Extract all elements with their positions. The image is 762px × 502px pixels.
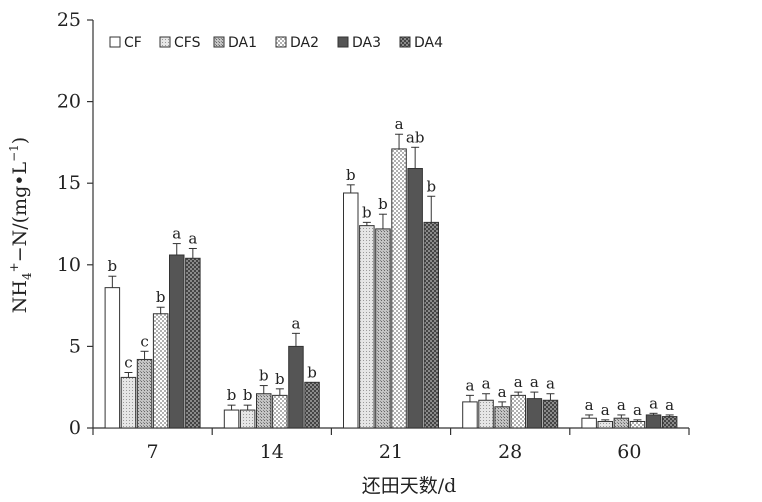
bar-da4-day-7	[185, 257, 201, 429]
bar-da2-day-60	[629, 420, 646, 429]
bar-da1-day-28	[494, 406, 510, 429]
bar-da3-day-14	[288, 345, 304, 429]
significance-label: b	[227, 386, 237, 404]
legend-swatch-da3	[337, 36, 349, 48]
bar-da1-day-14	[256, 393, 272, 429]
significance-label: b	[346, 166, 356, 184]
x-axis-title: 还田天数/d	[362, 475, 457, 497]
x-axis: 7 14 21 28 60	[92, 427, 690, 463]
significance-label: a	[172, 225, 181, 243]
bar-cf-day-7	[104, 287, 121, 429]
legend-label-da2: DA2	[290, 35, 319, 51]
significance-label: b	[243, 386, 253, 404]
legend-swatch-cf	[109, 36, 121, 48]
significance-label: a	[291, 314, 300, 332]
significance-label: c	[140, 332, 148, 350]
bar-da2-day-28	[510, 394, 526, 429]
y-tick-label: 15	[57, 172, 81, 194]
legend-swatch-da1	[213, 36, 225, 48]
legend-swatch-cfs	[159, 36, 171, 48]
significance-label: a	[633, 401, 642, 419]
y-axis-title-mid: −N/(mg•L	[9, 162, 31, 263]
legend: CF CFS DA1 DA2 DA3 DA4	[109, 35, 443, 51]
significance-label: b	[362, 203, 372, 221]
bar-da4-day-28	[542, 399, 559, 429]
bar-da3-day-7	[169, 254, 185, 429]
significance-label: a	[585, 396, 594, 414]
significance-label: a	[649, 394, 658, 412]
bar-da3-day-28	[526, 398, 543, 429]
bar-da2-day-21	[391, 148, 407, 429]
significance-label: a	[601, 401, 610, 419]
x-tick-label: 14	[260, 441, 284, 463]
legend-swatch-da2	[275, 36, 287, 48]
significance-label: b	[426, 177, 436, 195]
bar-da4-day-21	[423, 221, 439, 429]
significance-label: b	[307, 363, 317, 381]
x-tick-label: 7	[147, 441, 159, 463]
bar-da1-day-60	[613, 417, 630, 429]
significance-label: a	[546, 375, 555, 393]
bar-cfs-day-7	[120, 376, 137, 429]
significance-label: b	[259, 367, 269, 385]
y-tick-label: 5	[69, 335, 81, 357]
significance-label: a	[395, 115, 404, 133]
significance-label: a	[530, 373, 539, 391]
significance-label: c	[124, 354, 132, 372]
significance-label: b	[156, 288, 166, 306]
bar-da1-day-21	[375, 228, 391, 429]
bar-cfs-day-28	[478, 399, 494, 429]
y-tick-label: 25	[57, 9, 81, 31]
significance-label: b	[378, 195, 388, 213]
significance-label: a	[188, 229, 197, 247]
significance-label: a	[665, 396, 674, 414]
bar-cfs-day-60	[597, 420, 613, 429]
legend-label-da1: DA1	[228, 35, 257, 51]
bar-da2-day-7	[152, 313, 169, 429]
bar-da2-day-14	[272, 394, 288, 429]
significance-label: b	[108, 257, 118, 275]
significance-label: a	[514, 373, 523, 391]
y-axis-title: NH4+−N/(mg•L−1)	[7, 137, 34, 313]
bar-da4-day-60	[661, 416, 678, 429]
significance-label: b	[275, 370, 285, 388]
bar-cf-day-28	[462, 401, 478, 429]
y-axis-title-sup2: −1	[7, 144, 21, 162]
x-tick-label: 21	[379, 441, 403, 463]
y-axis-title-sup: +	[7, 262, 21, 272]
bar-da3-day-21	[407, 168, 423, 429]
x-tick-label: 28	[498, 441, 522, 463]
significance-label: a	[465, 376, 474, 394]
legend-swatch-da4	[399, 36, 411, 48]
significance-label: a	[498, 383, 507, 401]
y-tick-label: 10	[57, 254, 81, 276]
significance-label: ab	[406, 128, 425, 146]
legend-label-da4: DA4	[414, 35, 443, 51]
bar-da4-day-14	[304, 381, 320, 429]
y-tick-label: 20	[57, 91, 81, 113]
significance-label: a	[482, 375, 491, 393]
bar-cf-day-60	[581, 417, 597, 429]
y-tick-label: 0	[69, 417, 81, 439]
bar-cf-day-21	[343, 192, 359, 429]
bar-cfs-day-14	[239, 409, 256, 429]
y-axis-title-sub: 4	[20, 272, 34, 280]
legend-label-da3: DA3	[352, 35, 381, 51]
x-tick-label: 60	[617, 441, 641, 463]
legend-label-cf: CF	[124, 35, 142, 51]
y-axis: 0 5 10 15 20 25	[57, 9, 94, 439]
bar-da1-day-7	[136, 358, 153, 429]
bar-cf-day-14	[223, 409, 240, 429]
significance-label: a	[617, 396, 626, 414]
y-axis-title-end: )	[9, 137, 31, 144]
y-axis-title-base: NH	[9, 280, 31, 313]
bar-cfs-day-21	[359, 225, 375, 429]
bar-da3-day-60	[645, 414, 662, 429]
legend-label-cfs: CFS	[174, 35, 201, 51]
